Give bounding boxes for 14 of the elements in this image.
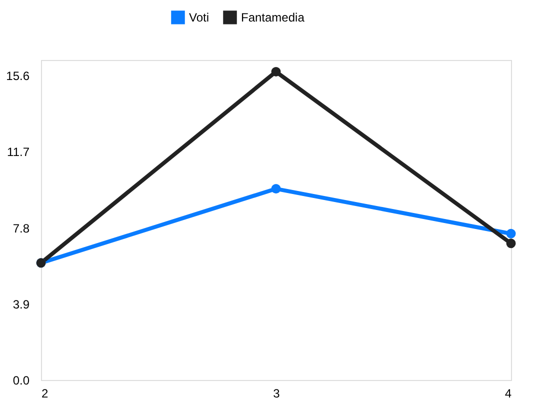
x-tick-label: 2 — [42, 386, 48, 400]
x-tick-label: 3 — [273, 386, 280, 400]
point — [506, 238, 516, 248]
legend-label: Voti — [189, 10, 210, 24]
legend-label: Fantamedia — [241, 10, 305, 24]
point — [506, 228, 516, 238]
y-tick-label: 11.7 — [7, 145, 30, 160]
y-tick-label: 15.6 — [6, 69, 30, 84]
point — [271, 66, 281, 76]
point — [271, 184, 281, 194]
y-tick-label: 3.9 — [12, 297, 30, 312]
y-tick-label: 7.8 — [12, 221, 30, 236]
x-tick-label: 4 — [504, 386, 512, 400]
y-tick-label: 0.0 — [12, 374, 30, 388]
